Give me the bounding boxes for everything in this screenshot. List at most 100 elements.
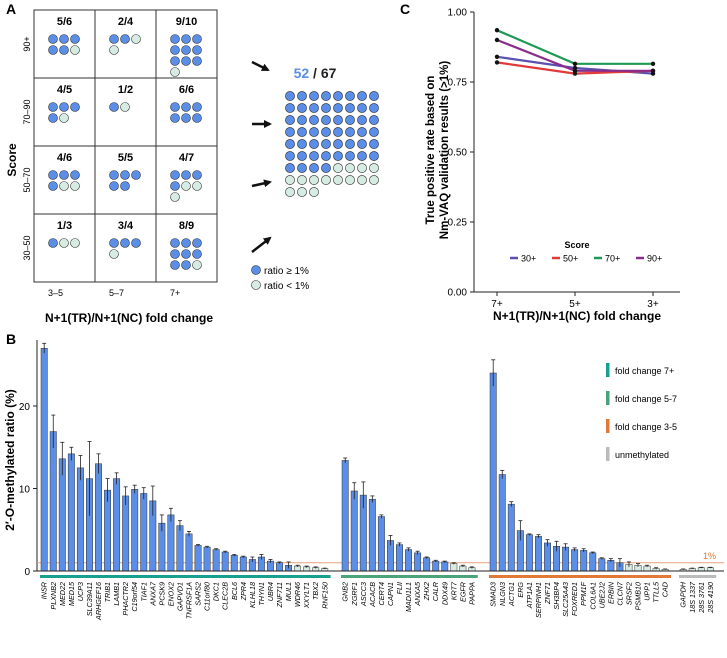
bar-TRIB1 (104, 489, 111, 572)
gene-label: ZNF71 (543, 582, 552, 605)
bar-GNB2 (341, 460, 349, 572)
cell-ratio-label: 9/10 (176, 16, 197, 28)
gene-label: DDX49 (440, 582, 449, 605)
gene-label: SLC25A43 (561, 582, 570, 617)
bar-FLII (396, 544, 403, 572)
dot-methylated (48, 238, 58, 248)
summary-dot-methylated (321, 127, 331, 137)
bar-INSR (40, 348, 48, 572)
gene-label: FLII (395, 582, 404, 594)
summary-dot-methylated (297, 163, 307, 173)
panel-b-bar-chart: B 0 10 202′-O-methylated ratio (%) 1% INSR PL… (3, 331, 724, 621)
dot-methylated (181, 238, 191, 248)
dot-methylated (170, 56, 180, 66)
summary-dot-methylated (345, 139, 355, 149)
legend-label: 70+ (605, 254, 620, 264)
dot-methylated (192, 170, 202, 180)
summary-dot-methylated (321, 163, 331, 173)
bar-MED15 (67, 453, 75, 572)
bar-COL6A1 (589, 552, 597, 572)
legend-label-methylated: ratio ≥ 1% (264, 266, 309, 277)
bar-PLXNB2 (49, 431, 57, 572)
dot-methylated (170, 249, 180, 259)
y-tick-label: 0 (24, 567, 30, 578)
dot-methylated (59, 34, 69, 44)
gene-label: TBX2 (311, 582, 320, 600)
dot-methylated (120, 181, 130, 191)
summary-dot-methylated (321, 151, 331, 161)
bar-ACTG1 (507, 503, 515, 572)
summary-dot-methylated (321, 139, 331, 149)
bar-DKC1 (212, 549, 220, 572)
bar-ZGRF1 (350, 490, 358, 572)
dot-methylated (59, 102, 69, 112)
gene-label: SARS2 (194, 582, 203, 606)
group-bar-3to5 (489, 575, 671, 578)
row-label: 70–90 (22, 99, 32, 124)
gene-label: GAPDH (679, 581, 688, 607)
cell-ratio-label: 1/3 (57, 220, 72, 232)
summary-dot-methylated (357, 103, 367, 113)
bar-C11orf80 (203, 546, 211, 572)
summary-dot-methylated (333, 127, 343, 137)
col-label: 5–7 (109, 288, 124, 298)
bar-ARHGEF16 (95, 463, 102, 572)
gene-label: ANXA7 (148, 581, 157, 607)
summary-dot-methylated (357, 91, 367, 101)
bar-ENOX2 (167, 514, 175, 572)
summary-total-count: 67 (321, 65, 337, 81)
series-point (650, 61, 656, 66)
gene-label: UBE2J2 (597, 582, 606, 608)
series-point (494, 60, 500, 65)
bar-ZNF711 (276, 562, 283, 572)
summary-dot-unmethylated (369, 163, 379, 173)
cell-ratio-label: 2/4 (118, 16, 134, 28)
summary-dot-methylated (297, 103, 307, 113)
summary-dot-methylated (345, 127, 355, 137)
summary-dot-unmethylated (321, 175, 331, 185)
dot-methylated (181, 56, 191, 66)
dot-unmethylated (131, 34, 141, 44)
dot-methylated (181, 170, 191, 180)
legend-label: 90+ (647, 254, 662, 264)
dot-methylated (192, 238, 202, 248)
gene-label: XXYLT1 (302, 582, 311, 609)
y-tick-label: 0.25 (448, 218, 468, 229)
summary-dot-methylated (285, 103, 295, 113)
panel-a-summary-dots (285, 91, 379, 197)
dot-unmethylated (170, 67, 180, 77)
gene-label: ENOX2 (166, 582, 175, 606)
panel-b-y-axis-label: 2′-O-methylated ratio (%) (3, 389, 17, 531)
group-bar-5to7 (341, 575, 478, 578)
summary-dot-methylated (309, 139, 319, 149)
summary-dot-unmethylated (309, 187, 319, 197)
gene-label: MED15 (67, 581, 76, 606)
dot-methylated (192, 56, 202, 66)
y-tick-label: 0.50 (448, 148, 468, 159)
legend-swatch-3to5 (606, 419, 610, 433)
dot-methylated (109, 170, 119, 180)
dot-methylated (109, 181, 119, 191)
dot-unmethylated (181, 181, 191, 191)
y-label-line-1: True positive rate based on (425, 76, 437, 225)
gene-label: SRSF2 (624, 582, 633, 605)
gene-label: THYN1 (257, 582, 266, 606)
series-point (494, 54, 500, 59)
gene-label: GAPVD1 (175, 582, 184, 611)
dot-methylated (70, 102, 80, 112)
dot-methylated (192, 249, 202, 259)
dot-methylated (59, 170, 69, 180)
gene-label: GNB2 (341, 582, 350, 602)
gene-label: MADI1L1 (404, 582, 413, 612)
bar-MADI1L1 (405, 549, 413, 572)
dot-unmethylated (59, 113, 69, 123)
dot-methylated (59, 45, 69, 55)
summary-methylated-count: 52 (294, 65, 310, 81)
gene-label: COL6A1 (588, 582, 597, 610)
summary-dot-unmethylated (285, 187, 295, 197)
bar-UBE2J2 (598, 558, 606, 572)
bar-SERPINH1 (535, 536, 542, 572)
cell-ratio-label: 4/6 (57, 152, 72, 164)
legend-swatch-5to7 (606, 391, 610, 405)
bar-PPM1F (580, 550, 588, 572)
